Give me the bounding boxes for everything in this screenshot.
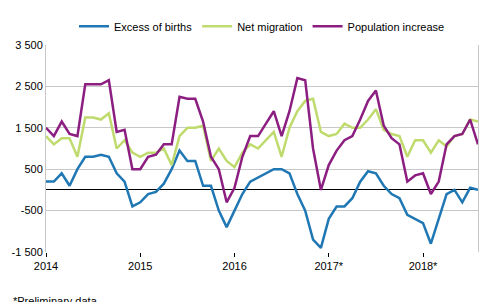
svg-text:2014: 2014 [34,260,58,272]
svg-text:3 500: 3 500 [15,39,43,51]
svg-text:*Preliminary data: *Preliminary data [13,295,98,302]
svg-text:500: 500 [24,163,42,175]
svg-text:2 500: 2 500 [15,80,43,92]
svg-text:2015: 2015 [128,260,152,272]
svg-text:2018*: 2018* [409,260,438,272]
svg-text:2017*: 2017* [314,260,343,272]
svg-text:Population increase: Population increase [348,21,445,33]
svg-text:-1 500: -1 500 [12,246,43,258]
svg-text:1 500: 1 500 [15,122,43,134]
svg-text:-500: -500 [21,204,43,216]
svg-text:2016: 2016 [222,260,246,272]
svg-text:Excess of births: Excess of births [114,21,192,33]
svg-text:Net migration: Net migration [237,21,302,33]
